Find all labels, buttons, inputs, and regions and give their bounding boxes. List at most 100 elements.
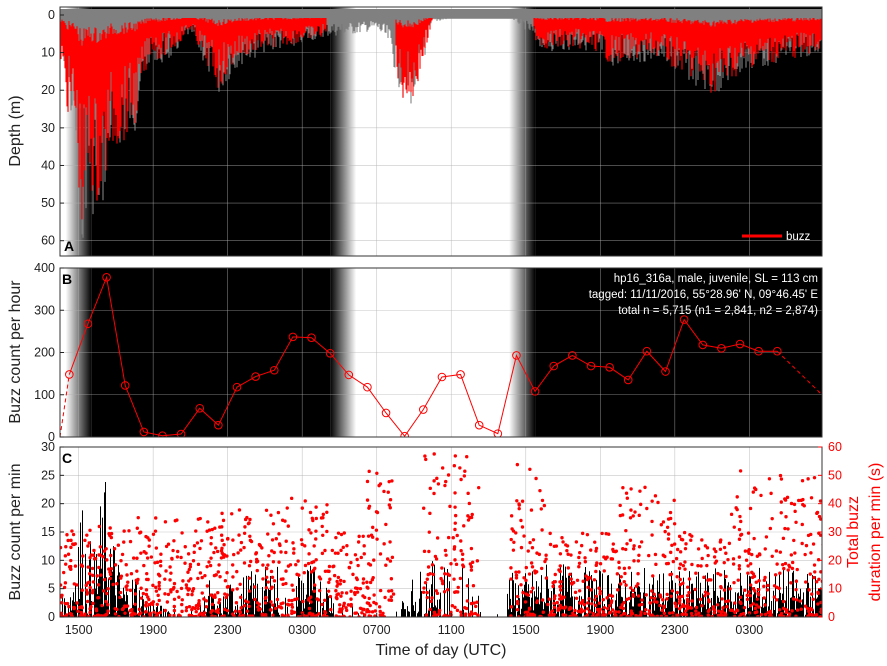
buzz-duration-point	[710, 614, 714, 617]
buzz-duration-point	[314, 529, 318, 533]
buzz-duration-point	[68, 611, 72, 616]
buzz-duration-point	[338, 603, 342, 607]
y-tick-label: 400	[34, 261, 55, 275]
buzz-duration-point	[172, 581, 177, 586]
buzz-hour-point	[437, 372, 447, 382]
buzz-duration-point	[437, 611, 441, 616]
buzz-duration-point	[309, 600, 313, 604]
buzz-duration-point	[560, 605, 564, 610]
buzz-duration-point	[648, 600, 652, 605]
buzz-duration-point	[819, 600, 822, 605]
buzz-duration-point	[638, 489, 642, 493]
buzz-duration-point	[779, 511, 783, 515]
buzz-duration-point	[151, 532, 156, 536]
y-axis-label-a: Depth (m)	[7, 95, 24, 166]
buzz-duration-point	[690, 614, 694, 617]
buzz-duration-point	[274, 537, 278, 541]
buzz-duration-point	[290, 598, 294, 603]
buzz-duration-point	[806, 533, 811, 538]
buzz-duration-point	[524, 592, 529, 596]
buzz-duration-point	[92, 548, 96, 553]
buzz-duration-point	[819, 570, 822, 574]
buzz-duration-point	[519, 518, 523, 523]
buzz-duration-point	[558, 588, 563, 592]
buzz-duration-point	[522, 576, 526, 580]
buzz-duration-point	[732, 525, 736, 529]
buzz-duration-point	[434, 589, 438, 593]
buzz-duration-point	[731, 557, 736, 561]
buzz-duration-point	[184, 608, 189, 613]
buzz-duration-point	[205, 584, 210, 588]
buzz-duration-point	[168, 565, 172, 569]
buzz-duration-point	[812, 575, 816, 580]
buzz-line-dashed-start	[60, 374, 70, 437]
buzz-duration-point	[816, 602, 820, 606]
buzz-duration-point	[781, 536, 786, 541]
buzz-duration-point	[650, 589, 654, 593]
buzz-duration-point	[342, 579, 346, 584]
buzz-duration-point	[706, 598, 711, 602]
buzz-duration-point	[327, 564, 332, 569]
buzz-duration-point	[106, 609, 110, 613]
buzz-duration-point	[193, 606, 197, 611]
buzz-duration-point	[677, 534, 682, 539]
buzz-duration-point	[155, 611, 160, 616]
buzz-duration-point	[267, 554, 271, 558]
buzz-duration-point	[133, 592, 138, 596]
buzz-duration-point	[621, 606, 626, 611]
buzz-duration-point	[155, 560, 160, 565]
buzz-duration-point	[453, 605, 457, 610]
buzz-duration-point	[739, 601, 743, 606]
buzz-duration-point	[307, 528, 311, 532]
buzz-duration-point	[69, 545, 73, 550]
buzz-hour-point	[288, 332, 298, 342]
buzz-duration-point	[252, 585, 257, 589]
buzz-duration-point	[99, 573, 103, 577]
buzz-duration-point	[601, 598, 606, 602]
buzz-duration-point	[569, 581, 574, 585]
buzz-duration-point	[351, 572, 355, 577]
buzz-hour-point	[363, 382, 372, 392]
buzz-duration-point	[580, 531, 585, 536]
buzz-duration-point	[128, 539, 133, 544]
buzz-duration-point	[238, 610, 243, 615]
buzz-duration-point	[738, 514, 742, 519]
buzz-duration-point	[602, 605, 607, 610]
buzz-duration-point	[266, 563, 270, 567]
buzz-duration-point	[792, 502, 797, 507]
buzz-duration-point	[197, 613, 201, 617]
buzz-duration-point	[313, 583, 317, 587]
info-line-1: hp16_316a, male, juvenile, SL = 113 cm	[614, 273, 818, 285]
buzz-duration-point	[687, 577, 692, 581]
buzz-duration-point	[102, 589, 106, 593]
buzz-duration-point	[295, 597, 299, 601]
buzz-duration-point	[144, 588, 149, 592]
buzz-duration-point	[144, 577, 149, 582]
buzz-duration-point	[139, 551, 143, 555]
buzz-duration-point	[660, 608, 664, 613]
buzz-duration-point	[272, 550, 276, 555]
buzz-duration-point	[335, 593, 339, 597]
buzz-duration-point	[296, 559, 300, 563]
buzz-hour-point	[65, 370, 74, 379]
buzz-duration-point	[198, 546, 202, 551]
buzz-duration-point	[615, 572, 620, 576]
buzz-duration-point	[367, 601, 371, 606]
buzz-duration-point	[678, 577, 682, 582]
buzz-duration-point	[69, 558, 73, 563]
buzz-duration-point	[124, 604, 129, 608]
buzz-duration-point	[169, 571, 173, 575]
buzz-duration-point	[428, 511, 432, 516]
buzz-duration-point	[163, 608, 168, 613]
buzz-duration-point	[257, 542, 262, 547]
buzz-duration-point	[175, 589, 179, 594]
buzz-duration-point	[726, 557, 730, 562]
buzz-duration-point	[373, 609, 378, 613]
buzz-duration-point	[385, 557, 390, 561]
buzz-duration-point	[300, 506, 304, 510]
buzz-duration-point	[248, 538, 253, 543]
buzz-duration-point	[619, 614, 623, 617]
buzz-duration-point	[750, 552, 754, 557]
grid-a	[60, 7, 822, 256]
buzz-duration-point	[747, 548, 751, 552]
